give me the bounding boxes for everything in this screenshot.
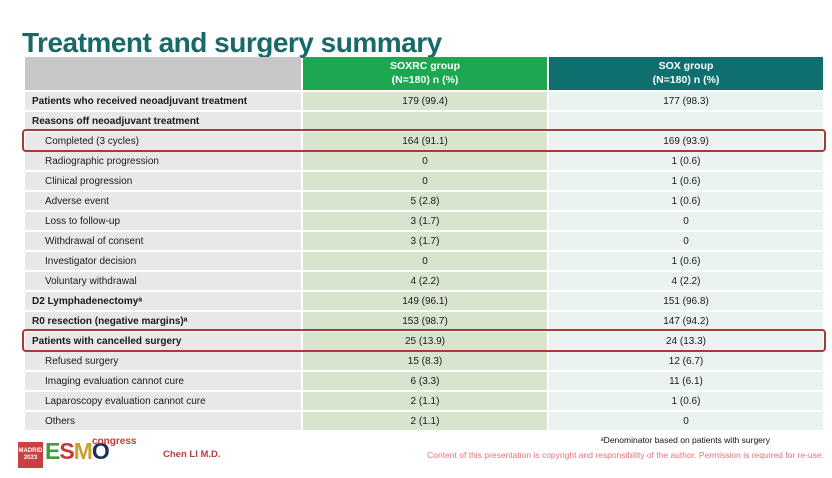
sox-value: 151 (96.8) xyxy=(549,292,823,310)
author-name: Chen LI M.D. xyxy=(163,449,221,460)
sox-header-line1: SOX group xyxy=(658,59,714,72)
copyright-notice: Content of this presentation is copyrigh… xyxy=(427,450,824,460)
table-row: Laparoscopy evaluation cannot cure 2 (1.1… xyxy=(25,392,823,410)
sox-value: 1 (0.6) xyxy=(549,252,823,270)
table-row: Completed (3 cycles) 164 (91.1) 169 (93.9) xyxy=(22,129,826,152)
soxrc-header-line2: (N=180) n (%) xyxy=(391,73,459,86)
sox-value: 4 (2.2) xyxy=(549,272,823,290)
row-label: Investigator decision xyxy=(25,252,301,270)
row-label: Laparoscopy evaluation cannot cure xyxy=(25,392,301,410)
sox-header-line2: (N=180) n (%) xyxy=(652,73,720,86)
soxrc-value: 149 (96.1) xyxy=(303,292,547,310)
sox-value: 169 (93.9) xyxy=(549,132,823,150)
table-row: Withdrawal of consent 3 (1.7) 0 xyxy=(25,232,823,250)
page-title: Treatment and surgery summary xyxy=(22,26,442,58)
soxrc-value: 3 (1.7) xyxy=(303,232,547,250)
table-row: Reasons off neoadjuvant treatment xyxy=(25,112,823,130)
soxrc-value: 15 (8.3) xyxy=(303,352,547,370)
soxrc-value: 0 xyxy=(303,172,547,190)
header-cell-sox: SOX group (N=180) n (%) xyxy=(549,57,823,90)
sox-value: 147 (94.2) xyxy=(549,312,823,330)
table-row: Voluntary withdrawal 4 (2.2) 4 (2.2) xyxy=(25,272,823,290)
table-row: Loss to follow-up 3 (1.7) 0 xyxy=(25,212,823,230)
soxrc-value: 25 (13.9) xyxy=(303,332,547,350)
row-label: Voluntary withdrawal xyxy=(25,272,301,290)
table-row: Patients who received neoadjuvant treatm… xyxy=(25,92,823,110)
table-row: Others 2 (1.1) 0 xyxy=(25,412,823,430)
footnote: ᵃDenominator based on patients with surg… xyxy=(600,435,770,445)
header-cell-soxrc: SOXRC group (N=180) n (%) xyxy=(303,57,547,90)
table-row: Investigator decision 0 1 (0.6) xyxy=(25,252,823,270)
esmo-letter-s: S xyxy=(59,438,74,464)
row-label: Adverse event xyxy=(25,192,301,210)
row-label: Patients who received neoadjuvant treatm… xyxy=(25,92,301,110)
sox-value: 0 xyxy=(549,412,823,430)
row-label: Imaging evaluation cannot cure xyxy=(25,372,301,390)
table-body: Patients who received neoadjuvant treatm… xyxy=(22,92,826,430)
row-label: Clinical progression xyxy=(25,172,301,190)
sox-value: 0 xyxy=(549,212,823,230)
soxrc-value: 164 (91.1) xyxy=(303,132,547,150)
soxrc-value: 0 xyxy=(303,252,547,270)
esmo-congress-logo: MADRID 2023 ESMO congress xyxy=(18,436,148,474)
table-row: Adverse event 5 (2.8) 1 (0.6) xyxy=(25,192,823,210)
soxrc-header-line1: SOXRC group xyxy=(390,59,460,72)
soxrc-value: 179 (99.4) xyxy=(303,92,547,110)
madrid-2023-badge: MADRID 2023 xyxy=(18,442,43,468)
soxrc-value: 4 (2.2) xyxy=(303,272,547,290)
row-label: Withdrawal of consent xyxy=(25,232,301,250)
congress-label: congress xyxy=(92,436,137,447)
row-label: Completed (3 cycles) xyxy=(25,132,301,150)
year-label: 2023 xyxy=(23,455,38,461)
row-label: Reasons off neoadjuvant treatment xyxy=(25,112,301,130)
sox-value: 1 (0.6) xyxy=(549,392,823,410)
table-header-row: SOXRC group (N=180) n (%) SOX group (N=1… xyxy=(25,57,823,90)
soxrc-value: 0 xyxy=(303,152,547,170)
table-row: D2 Lymphadenectomyᵃ 149 (96.1) 151 (96.8) xyxy=(25,292,823,310)
soxrc-value: 2 (1.1) xyxy=(303,412,547,430)
soxrc-value xyxy=(303,112,547,130)
row-label: Radiographic progression xyxy=(25,152,301,170)
sox-value: 24 (13.3) xyxy=(549,332,823,350)
sox-value: 1 (0.6) xyxy=(549,172,823,190)
sox-value: 177 (98.3) xyxy=(549,92,823,110)
esmo-letter-o: O xyxy=(91,438,110,464)
row-label: Loss to follow-up xyxy=(25,212,301,230)
header-cell-empty xyxy=(25,57,301,90)
row-label: D2 Lymphadenectomyᵃ xyxy=(25,292,301,310)
soxrc-value: 2 (1.1) xyxy=(303,392,547,410)
soxrc-value: 153 (98.7) xyxy=(303,312,547,330)
soxrc-value: 3 (1.7) xyxy=(303,212,547,230)
table-row: Radiographic progression 0 1 (0.6) xyxy=(25,152,823,170)
esmo-wordmark: ESMO xyxy=(45,438,110,465)
row-label: Refused surgery xyxy=(25,352,301,370)
table-row: Clinical progression 0 1 (0.6) xyxy=(25,172,823,190)
row-label: R0 resection (negative margins)ᵃ xyxy=(25,312,301,330)
soxrc-value: 5 (2.8) xyxy=(303,192,547,210)
sox-value: 11 (6.1) xyxy=(549,372,823,390)
sox-value: 1 (0.6) xyxy=(549,152,823,170)
table-row: Refused surgery 15 (8.3) 12 (6.7) xyxy=(25,352,823,370)
row-label: Others xyxy=(25,412,301,430)
soxrc-value: 6 (3.3) xyxy=(303,372,547,390)
table-row: Patients with cancelled surgery 25 (13.9)… xyxy=(22,329,826,352)
summary-table: SOXRC group (N=180) n (%) SOX group (N=1… xyxy=(22,57,826,432)
madrid-label: MADRID xyxy=(18,447,43,454)
sox-value: 1 (0.6) xyxy=(549,192,823,210)
esmo-letter-e: E xyxy=(45,438,60,464)
table-row: R0 resection (negative margins)ᵃ 153 (98.… xyxy=(25,312,823,330)
table-row: Imaging evaluation cannot cure 6 (3.3) 11 … xyxy=(25,372,823,390)
sox-value xyxy=(549,112,823,130)
esmo-letter-m: M xyxy=(73,438,93,464)
row-label: Patients with cancelled surgery xyxy=(25,332,301,350)
sox-value: 12 (6.7) xyxy=(549,352,823,370)
sox-value: 0 xyxy=(549,232,823,250)
